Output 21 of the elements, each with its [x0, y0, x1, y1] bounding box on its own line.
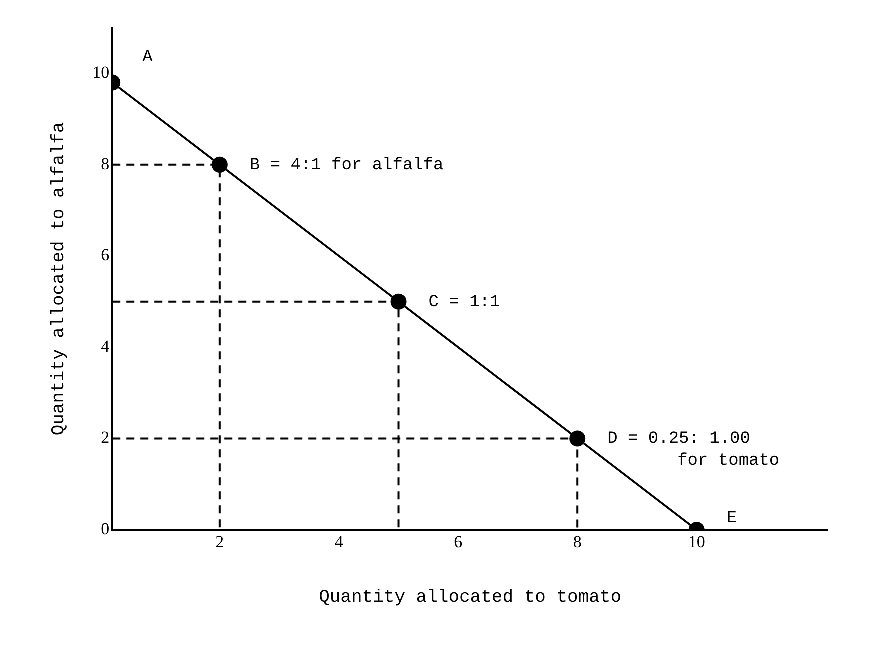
x-tick-label: 4: [334, 532, 344, 552]
annotation: D = 0.25: 1.00 for tomato: [608, 430, 780, 472]
x-tick-label: 2: [216, 532, 224, 552]
x-axis-title: Quantity allocated to tomato: [319, 588, 622, 608]
y-tick-label: 4: [101, 336, 110, 356]
annotation: A: [142, 48, 154, 68]
y-tick-label: 6: [101, 246, 110, 265]
point: [570, 430, 586, 447]
x-tick-label: 8: [573, 532, 582, 552]
annotation: C = 1:1: [428, 293, 500, 312]
y-tick-label: 10: [92, 63, 110, 82]
y-tick-label: 0: [101, 519, 110, 538]
point: [390, 294, 407, 310]
y-tick-label: 8: [101, 154, 110, 174]
x-tick-label: 10: [688, 532, 706, 552]
x-tick-label: 6: [454, 532, 463, 552]
annotation: E: [726, 510, 738, 528]
y-axis-title: Quantity allocated to alfalfa: [50, 122, 70, 436]
point: [212, 156, 228, 173]
annotation: B = 4:1 for alfalfa: [250, 156, 444, 176]
y-tick-label: 2: [101, 428, 110, 448]
